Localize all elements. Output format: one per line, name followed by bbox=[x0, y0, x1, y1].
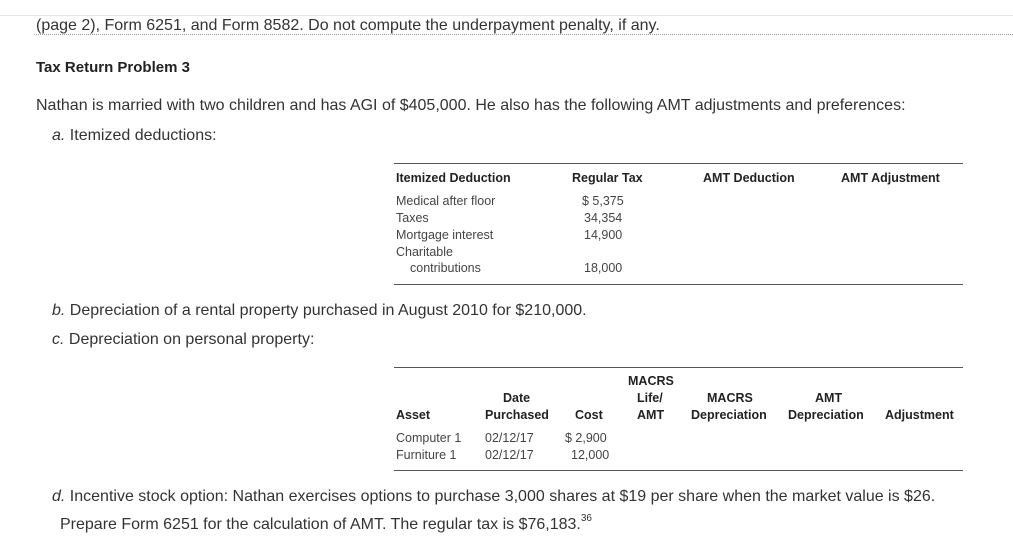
item-b: b. Depreciation of a rental property pur… bbox=[52, 302, 587, 320]
final-instruction: Prepare Form 6251 for the calculation of… bbox=[60, 513, 592, 534]
table1-header-regular-tax: Regular Tax bbox=[572, 171, 643, 185]
table1-header-deduction: Itemized Deduction bbox=[396, 171, 511, 185]
table1-row-label: Mortgage interest bbox=[396, 228, 494, 242]
table2-header-amt-top: AMT bbox=[815, 391, 843, 405]
item-c: c. Depreciation on personal property: bbox=[52, 331, 314, 349]
table2-header-macrs2: MACRS bbox=[707, 391, 753, 405]
table1-top-rule bbox=[394, 163, 963, 164]
intro-paragraph: Nathan is married with two children and … bbox=[36, 97, 906, 114]
table2-row-asset: Computer 1 bbox=[396, 431, 462, 445]
table2-row-date: 02/12/17 bbox=[485, 431, 534, 445]
item-a-text: Itemized deductions: bbox=[69, 127, 217, 144]
item-a-letter: a. bbox=[52, 127, 66, 144]
final-instruction-text: Prepare Form 6251 for the calculation of… bbox=[60, 516, 581, 533]
table1-row-label: Taxes bbox=[396, 211, 429, 225]
item-c-text: Depreciation on personal property: bbox=[68, 331, 315, 348]
table1-row-value: 18,000 bbox=[584, 261, 623, 275]
table2-header-purchased: Purchased bbox=[485, 408, 549, 422]
problem-heading: Tax Return Problem 3 bbox=[36, 59, 190, 76]
table2-row-asset: Furniture 1 bbox=[396, 448, 457, 462]
table1-row-label: Medical after floor bbox=[396, 194, 496, 208]
table2-header-adjustment: Adjustment bbox=[885, 408, 954, 422]
continuation-line: (page 2), Form 6251, and Form 8582. Do n… bbox=[36, 17, 660, 34]
item-b-letter: b. bbox=[52, 302, 66, 319]
table1-header-amt-adjustment: AMT Adjustment bbox=[841, 171, 940, 185]
table2-header-life: Life/ bbox=[637, 391, 663, 405]
table2-header-asset: Asset bbox=[396, 408, 431, 422]
table2-header-amt: AMT bbox=[637, 408, 665, 422]
item-b-text: Depreciation of a rental property purcha… bbox=[69, 302, 587, 319]
table1-row-value: 34,354 bbox=[584, 211, 623, 225]
table2-header-amt-depreciation: Depreciation bbox=[788, 408, 864, 422]
table2-row-date: 02/12/17 bbox=[485, 448, 534, 462]
table1-row-label: Charitable bbox=[396, 245, 453, 259]
table1-row-value: 14,900 bbox=[584, 228, 623, 242]
table2-header-date: Date bbox=[503, 391, 531, 405]
table2-header-depreciation: Depreciation bbox=[691, 408, 767, 422]
table1-header-amt-deduction: AMT Deduction bbox=[703, 171, 795, 185]
table2-top-rule bbox=[394, 367, 963, 368]
table2-header-macrs: MACRS bbox=[628, 374, 674, 388]
dotted-underline bbox=[34, 34, 1013, 35]
table2-header-cost: Cost bbox=[575, 408, 603, 422]
item-a: a. Itemized deductions: bbox=[52, 127, 217, 145]
table2-row-cost: $ 2,900 bbox=[565, 431, 607, 445]
table1-row-value: $ 5,375 bbox=[582, 194, 624, 208]
item-d-text: Incentive stock option: Nathan exercises… bbox=[69, 488, 936, 505]
table1-row-label: contributions bbox=[410, 261, 481, 275]
item-c-letter: c. bbox=[52, 331, 65, 348]
table2-row-cost: 12,000 bbox=[571, 448, 610, 462]
table2-bottom-rule bbox=[394, 470, 963, 471]
table1-bottom-rule bbox=[394, 284, 963, 285]
top-divider bbox=[0, 15, 1013, 16]
item-d: d. Incentive stock option: Nathan exerci… bbox=[52, 488, 935, 506]
item-d-letter: d. bbox=[52, 488, 66, 505]
footnote-marker: 36 bbox=[580, 513, 592, 524]
